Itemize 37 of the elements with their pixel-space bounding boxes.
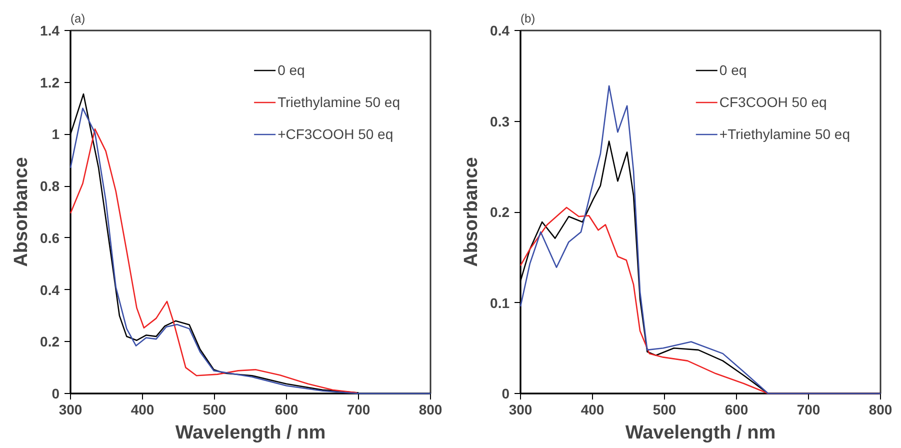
y-tick-label: 0 xyxy=(502,386,510,402)
x-tick-label: 600 xyxy=(724,402,748,418)
x-tick-label: 700 xyxy=(346,402,370,418)
y-tick-label: 0.4 xyxy=(490,22,510,38)
legend-label: +Triethylamine 50 eq xyxy=(719,126,850,142)
x-tick-label: 500 xyxy=(652,402,676,418)
x-tick-label: 800 xyxy=(418,402,442,418)
x-axis-title: Wavelength / nm xyxy=(175,422,326,444)
y-tick-label: 0.1 xyxy=(490,294,510,311)
y-axis-title: Absorbance xyxy=(461,157,482,267)
x-tick-label: 400 xyxy=(130,402,154,418)
legend-label: Triethylamine 50 eq xyxy=(278,94,400,110)
x-tick-label: 700 xyxy=(796,402,820,418)
x-tick-label: 800 xyxy=(868,402,892,418)
y-tick-label: 0.2 xyxy=(490,204,510,220)
y-tick-label: 0.6 xyxy=(40,230,60,246)
x-tick-label: 600 xyxy=(274,402,298,418)
x-tick-label: 300 xyxy=(508,402,532,418)
y-tick-label: 1 xyxy=(52,126,60,142)
y-tick-label: 0.4 xyxy=(40,282,60,298)
chart-title: (a) xyxy=(70,12,86,26)
legend-label: +CF3COOH 50 eq xyxy=(278,126,394,142)
x-tick-label: 300 xyxy=(58,402,82,418)
legend-label: CF3COOH 50 eq xyxy=(719,94,827,110)
x-tick-label: 400 xyxy=(580,402,604,418)
y-tick-label: 1.4 xyxy=(40,22,60,38)
chart-title: (b) xyxy=(520,12,536,26)
x-tick-label: 500 xyxy=(202,402,226,418)
x-axis-title: Wavelength / nm xyxy=(625,422,776,444)
y-tick-label: 0.2 xyxy=(40,334,60,350)
legend-label: 0 eq xyxy=(719,62,747,78)
y-tick-label: 0 xyxy=(52,386,60,402)
y-tick-label: 0.8 xyxy=(40,178,60,194)
y-axis-title: Absorbance xyxy=(11,157,32,267)
y-tick-label: 0.3 xyxy=(490,113,510,130)
legend-label: 0 eq xyxy=(278,62,305,78)
y-tick-label: 1.2 xyxy=(40,74,60,90)
